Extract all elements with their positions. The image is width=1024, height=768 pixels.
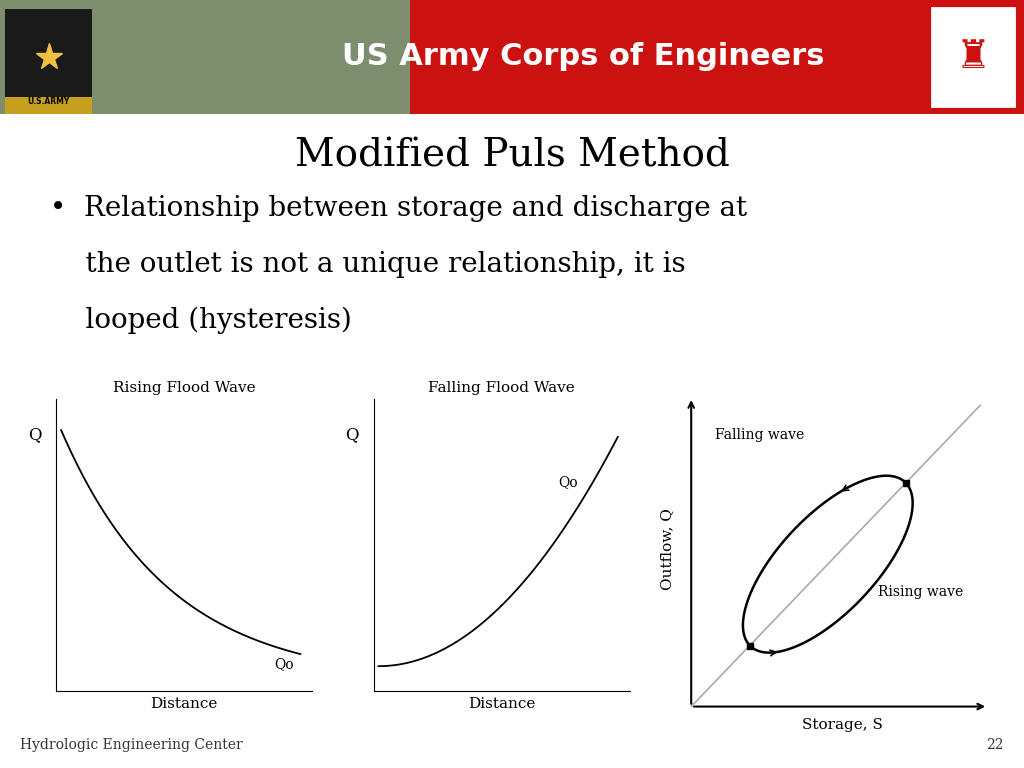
Text: Modified Puls Method: Modified Puls Method <box>295 137 729 174</box>
Text: Q: Q <box>29 426 42 443</box>
Text: Storage, S: Storage, S <box>802 717 883 732</box>
Text: 22: 22 <box>986 738 1004 752</box>
X-axis label: Distance: Distance <box>151 697 218 710</box>
Text: US Army Corps of Engineers: US Army Corps of Engineers <box>342 42 825 71</box>
Text: Rising wave: Rising wave <box>879 585 964 599</box>
Title: Rising Flood Wave: Rising Flood Wave <box>113 382 256 396</box>
Bar <box>932 8 1014 106</box>
X-axis label: Distance: Distance <box>468 697 536 710</box>
Text: Qo: Qo <box>558 475 578 488</box>
Text: Q: Q <box>345 426 359 443</box>
Bar <box>5 97 92 114</box>
Bar <box>5 9 92 104</box>
Bar <box>0 0 410 114</box>
Text: ♜: ♜ <box>955 38 990 76</box>
Text: the outlet is not a unique relationship, it is: the outlet is not a unique relationship,… <box>50 251 686 278</box>
Text: Falling wave: Falling wave <box>716 428 805 442</box>
Bar <box>410 0 1024 114</box>
Text: Outflow, Q: Outflow, Q <box>660 508 674 590</box>
Text: U.S.ARMY: U.S.ARMY <box>27 97 70 106</box>
Text: looped (hysteresis): looped (hysteresis) <box>50 306 352 334</box>
Title: Falling Flood Wave: Falling Flood Wave <box>428 382 575 396</box>
Text: Qo: Qo <box>274 657 294 671</box>
Text: •  Relationship between storage and discharge at: • Relationship between storage and disch… <box>50 195 748 222</box>
Text: Hydrologic Engineering Center: Hydrologic Engineering Center <box>20 738 244 752</box>
